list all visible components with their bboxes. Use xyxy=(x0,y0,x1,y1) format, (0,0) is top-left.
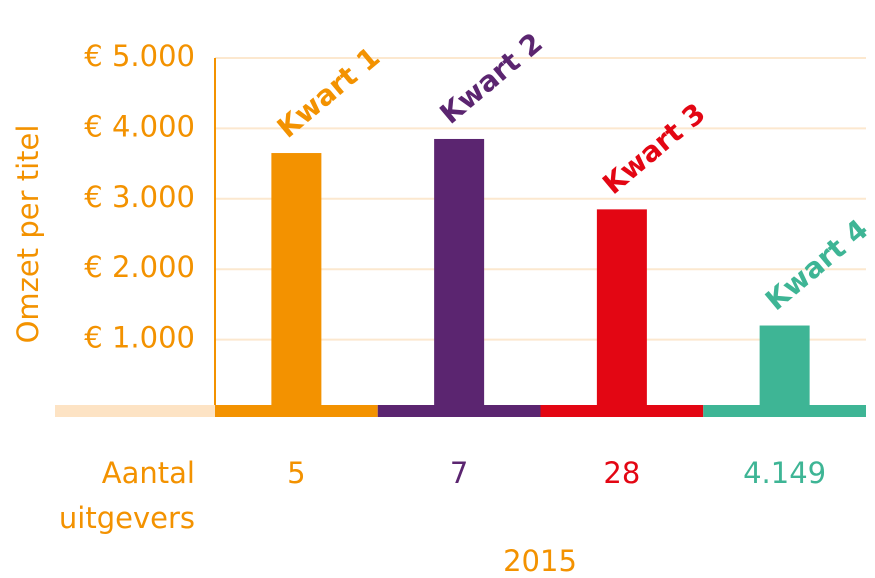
category-label: Kwart 4 xyxy=(759,213,874,317)
y-tick-label: € 1.000 xyxy=(84,321,195,355)
bar xyxy=(271,153,322,411)
bar xyxy=(596,209,647,410)
baseline-segment xyxy=(215,405,378,417)
y-tick-label: € 2.000 xyxy=(84,250,195,284)
publisher-count: 5 xyxy=(287,456,305,490)
x-axis-label: 2015 xyxy=(503,544,577,578)
publisher-count: 7 xyxy=(450,456,468,490)
y-tick-label: € 5.000 xyxy=(84,39,195,73)
baseline-segment xyxy=(703,405,866,417)
publisher-label: uitgevers xyxy=(59,501,195,535)
publisher-count: 28 xyxy=(603,456,640,490)
baseline-band xyxy=(55,405,215,417)
category-label: Kwart 3 xyxy=(596,97,711,201)
y-tick-label: € 3.000 xyxy=(84,180,195,214)
y-tick-label: € 4.000 xyxy=(84,109,195,143)
publisher-count: 4.149 xyxy=(743,456,826,490)
baseline-segment xyxy=(377,405,541,417)
publisher-label: Aantal xyxy=(102,456,195,490)
baseline-segment xyxy=(540,405,704,417)
bar xyxy=(434,138,485,410)
category-label: Kwart 2 xyxy=(434,26,549,130)
y-axis-label: Omzet per titel xyxy=(11,125,45,344)
bar xyxy=(759,325,810,410)
